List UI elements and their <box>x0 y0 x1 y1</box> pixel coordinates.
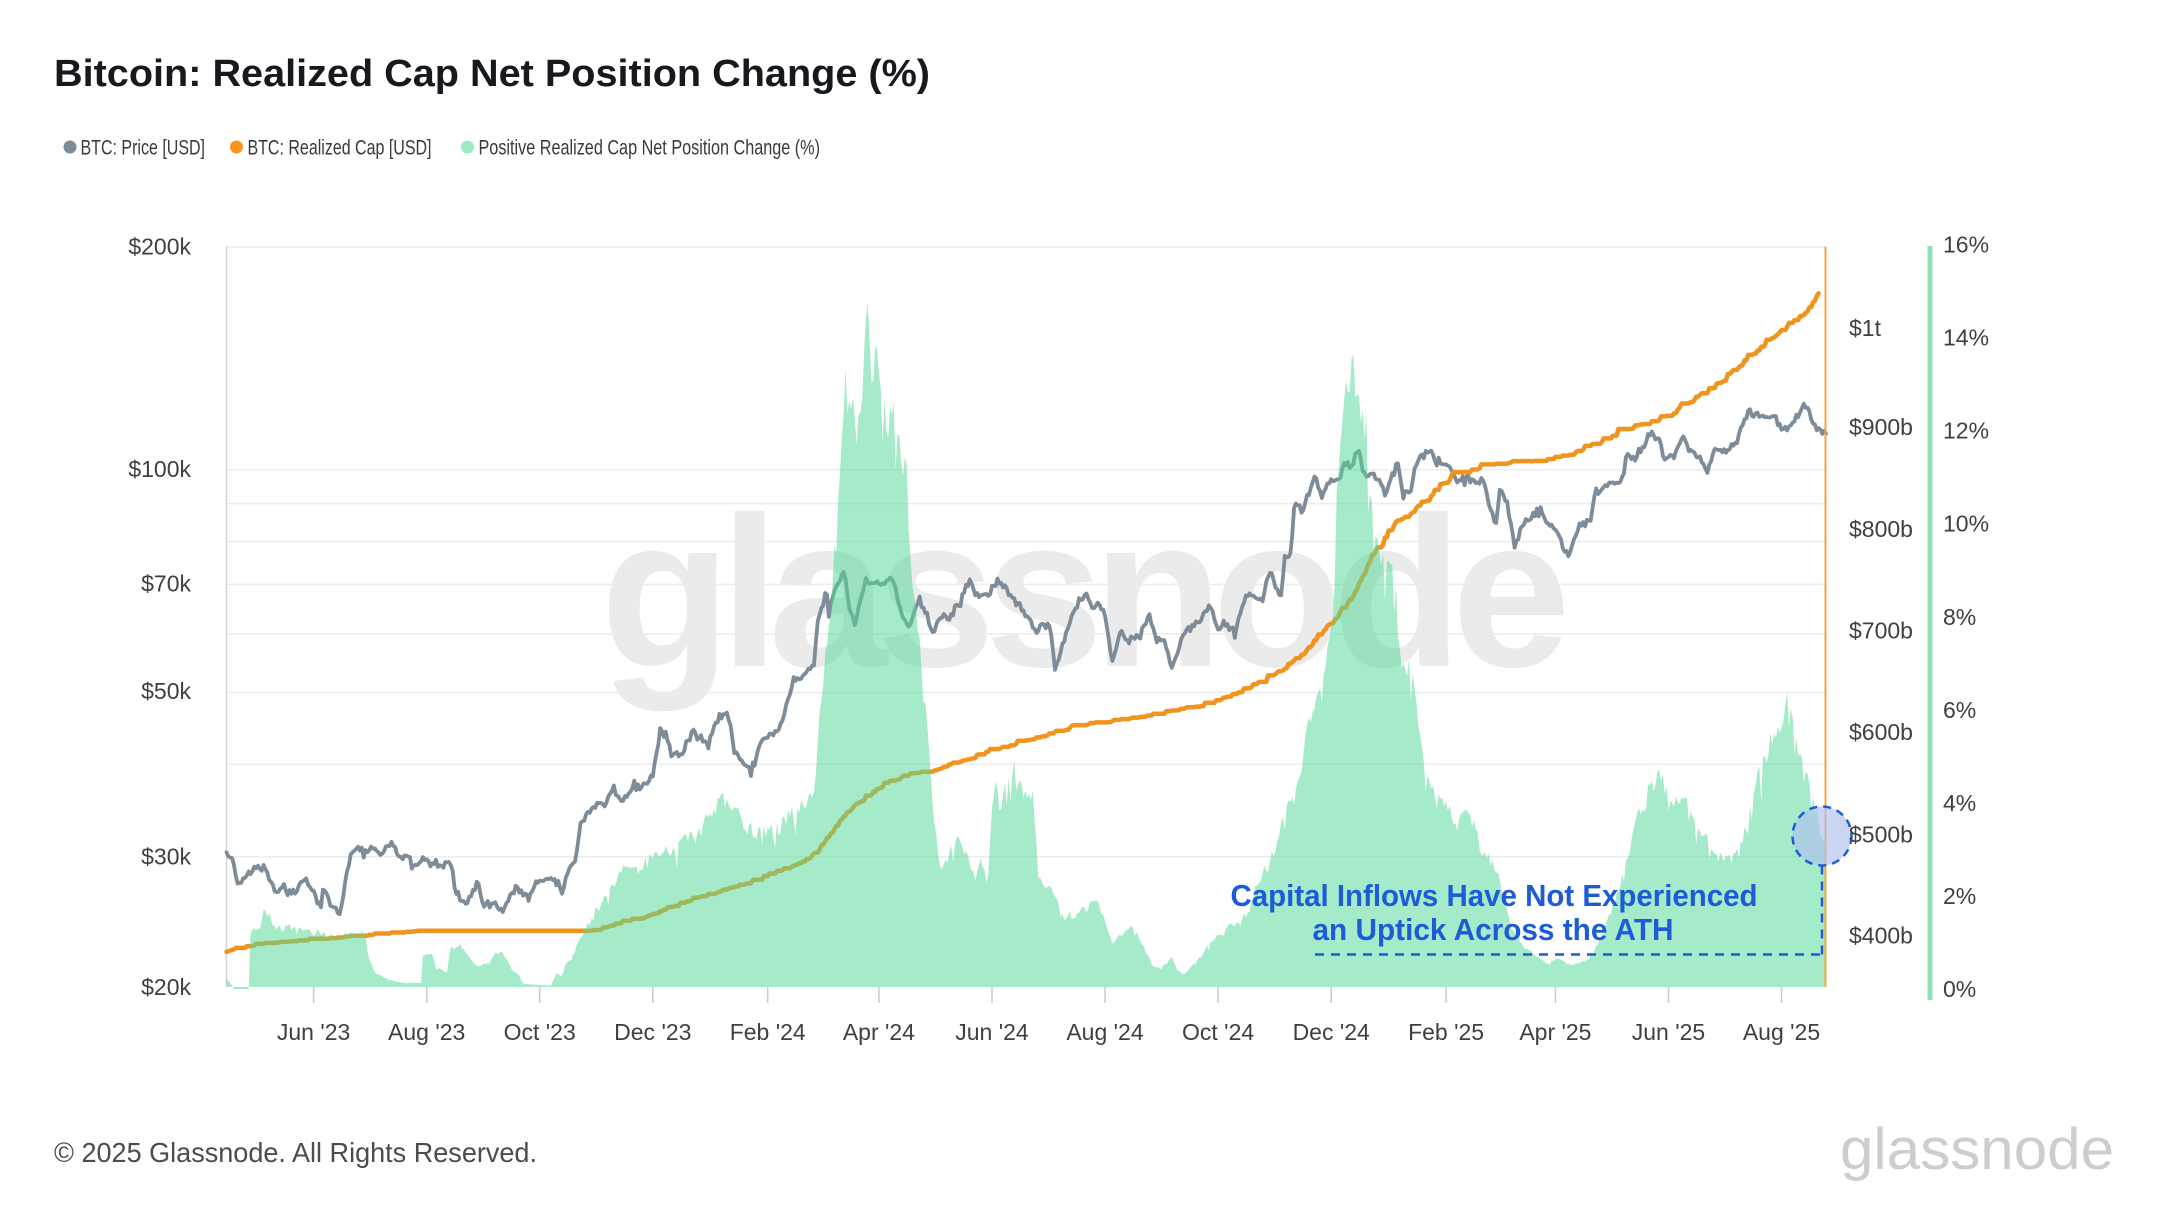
svg-text:$1t: $1t <box>1849 315 1882 341</box>
svg-text:Jun '25: Jun '25 <box>1632 1019 1705 1045</box>
svg-text:$70k: $70k <box>141 570 191 596</box>
svg-text:Apr '24: Apr '24 <box>843 1019 915 1045</box>
svg-text:BTC: Realized Cap [USD]: BTC: Realized Cap [USD] <box>248 137 432 160</box>
svg-text:Dec '24: Dec '24 <box>1293 1019 1370 1045</box>
svg-text:glassnode: glassnode <box>1840 1117 2114 1182</box>
svg-text:© 2025 Glassnode. All Rights R: © 2025 Glassnode. All Rights Reserved. <box>54 1137 537 1168</box>
svg-text:10%: 10% <box>1943 511 1989 537</box>
svg-text:Apr '25: Apr '25 <box>1519 1019 1591 1045</box>
svg-text:$400b: $400b <box>1849 923 1913 949</box>
svg-text:Aug '25: Aug '25 <box>1743 1019 1820 1045</box>
svg-text:$900b: $900b <box>1849 414 1913 440</box>
svg-text:$20k: $20k <box>141 974 191 1000</box>
svg-text:Jun '23: Jun '23 <box>277 1019 350 1045</box>
svg-text:8%: 8% <box>1943 604 1976 630</box>
svg-text:14%: 14% <box>1943 325 1989 351</box>
svg-text:2%: 2% <box>1943 883 1976 909</box>
svg-text:Oct '24: Oct '24 <box>1182 1019 1254 1045</box>
svg-text:Jun '24: Jun '24 <box>955 1019 1029 1045</box>
svg-text:Feb '24: Feb '24 <box>730 1019 806 1045</box>
svg-text:Bitcoin: Realized Cap Net Posi: Bitcoin: Realized Cap Net Position Chang… <box>54 53 930 95</box>
svg-text:Capital Inflows Have Not Exper: Capital Inflows Have Not Experienced <box>1231 878 1758 913</box>
svg-text:$500b: $500b <box>1849 821 1913 847</box>
svg-text:$30k: $30k <box>141 844 191 870</box>
svg-text:an Uptick Across the ATH: an Uptick Across the ATH <box>1313 912 1674 947</box>
svg-text:Aug '23: Aug '23 <box>388 1019 465 1045</box>
svg-text:$100k: $100k <box>128 456 191 482</box>
svg-text:$800b: $800b <box>1849 516 1913 542</box>
svg-text:Positive Realized Cap Net Posi: Positive Realized Cap Net Position Chang… <box>479 137 821 160</box>
svg-text:$50k: $50k <box>141 678 191 704</box>
svg-text:$200k: $200k <box>128 234 191 260</box>
svg-text:Dec '23: Dec '23 <box>614 1019 691 1045</box>
svg-text:$700b: $700b <box>1849 618 1913 644</box>
svg-text:4%: 4% <box>1943 790 1976 816</box>
svg-text:0%: 0% <box>1943 976 1976 1002</box>
svg-text:Aug '24: Aug '24 <box>1066 1019 1143 1045</box>
svg-text:Oct '23: Oct '23 <box>504 1019 576 1045</box>
svg-text:glassnode: glassnode <box>600 473 1563 712</box>
svg-text:16%: 16% <box>1943 232 1989 258</box>
svg-text:12%: 12% <box>1943 418 1989 444</box>
svg-text:BTC: Price [USD]: BTC: Price [USD] <box>81 137 206 160</box>
svg-text:6%: 6% <box>1943 697 1976 723</box>
svg-text:$600b: $600b <box>1849 719 1913 745</box>
svg-text:Feb '25: Feb '25 <box>1408 1019 1484 1045</box>
